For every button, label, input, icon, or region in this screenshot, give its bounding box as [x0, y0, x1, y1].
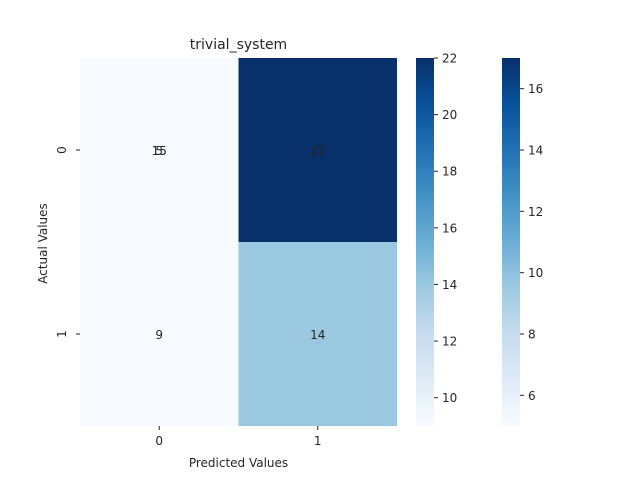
colorbar-tick-label: 6	[528, 389, 536, 403]
colorbar-tick-label: 16	[528, 82, 543, 96]
cell-annotation: 9	[155, 328, 163, 342]
heatmap-cell	[80, 242, 239, 426]
colorbar-gradient	[502, 58, 520, 426]
colorbar-secondary: 6 8 10 12 14 16	[502, 58, 543, 426]
x-tick-label: 1	[314, 434, 322, 448]
heatmap-cell	[238, 242, 397, 426]
colorbar-tick-label: 12	[528, 205, 543, 219]
colorbar-tick-label: 8	[528, 328, 536, 342]
colorbar-tick-label: 10	[528, 266, 543, 280]
colorbar-tick-label: 22	[442, 52, 457, 66]
chart-title: trivial_system	[190, 37, 287, 53]
colorbar-tick-label: 20	[442, 108, 457, 122]
x-axis-label: Predicted Values	[189, 456, 288, 470]
colorbar-tick-label: 14	[528, 144, 543, 158]
x-tick-label: 0	[155, 434, 163, 448]
heatmap-cell	[80, 58, 239, 242]
colorbar-tick-label: 12	[442, 335, 457, 349]
cell-annotation: 17	[310, 144, 325, 158]
axes: 0 1 0 1	[55, 146, 322, 448]
colorbar-gradient	[416, 58, 434, 426]
colorbar-tick-label: 10	[442, 391, 457, 405]
y-axis-label: Actual Values	[36, 203, 50, 284]
heatmap-cells	[80, 58, 397, 426]
cell-annotation: 14	[310, 328, 325, 342]
colorbar-tick-label: 18	[442, 165, 457, 179]
heatmap-cell	[238, 58, 397, 242]
cell-annotation: 15	[152, 144, 167, 158]
y-tick-label: 0	[55, 146, 69, 154]
cell-annotations: 15 22 9 14 5 17	[152, 144, 326, 342]
colorbar-tick-label: 16	[442, 221, 457, 235]
cell-annotation: 22	[310, 144, 325, 158]
y-tick-label: 1	[55, 330, 69, 338]
cell-annotation: 5	[155, 144, 163, 158]
colorbar-primary: 10 12 14 16 18 20 22	[416, 52, 457, 426]
colorbar-tick-label: 14	[442, 278, 457, 292]
